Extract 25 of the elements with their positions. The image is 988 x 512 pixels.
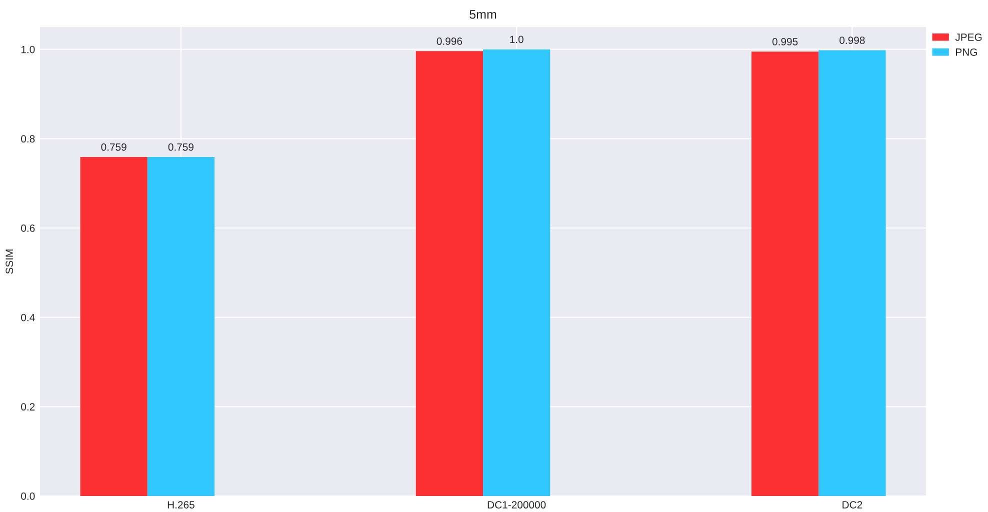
y-tick-label: 0.6 [21, 224, 35, 232]
x-tick-label: DC2 [842, 501, 862, 509]
bar [483, 49, 550, 496]
legend-label: PNG [956, 48, 977, 56]
data-label: 0.996 [436, 38, 462, 45]
bar [751, 52, 819, 496]
data-label: 0.995 [772, 38, 798, 46]
y-tick-label: 1.0 [21, 46, 35, 54]
bar [80, 156, 148, 496]
legend-label: JPEG [955, 34, 982, 41]
bar [818, 50, 886, 496]
chart-title: 5mm [470, 10, 496, 19]
x-tick-label: DC1-200000 [488, 501, 546, 509]
x-tick-label: H.265 [168, 501, 194, 509]
data-label: 1.0 [510, 36, 524, 44]
y-axis-title: SSIM [6, 250, 14, 274]
data-label: 0.759 [101, 143, 126, 151]
y-tick-label: 0.0 [21, 492, 35, 500]
bar [416, 51, 483, 496]
bar [147, 156, 215, 496]
data-label: 0.998 [840, 36, 865, 44]
y-tick-label: 0.4 [21, 314, 35, 322]
y-tick-label: 0.2 [21, 403, 35, 411]
data-label: 0.759 [168, 143, 194, 151]
y-tick-label: 0.8 [21, 135, 35, 143]
